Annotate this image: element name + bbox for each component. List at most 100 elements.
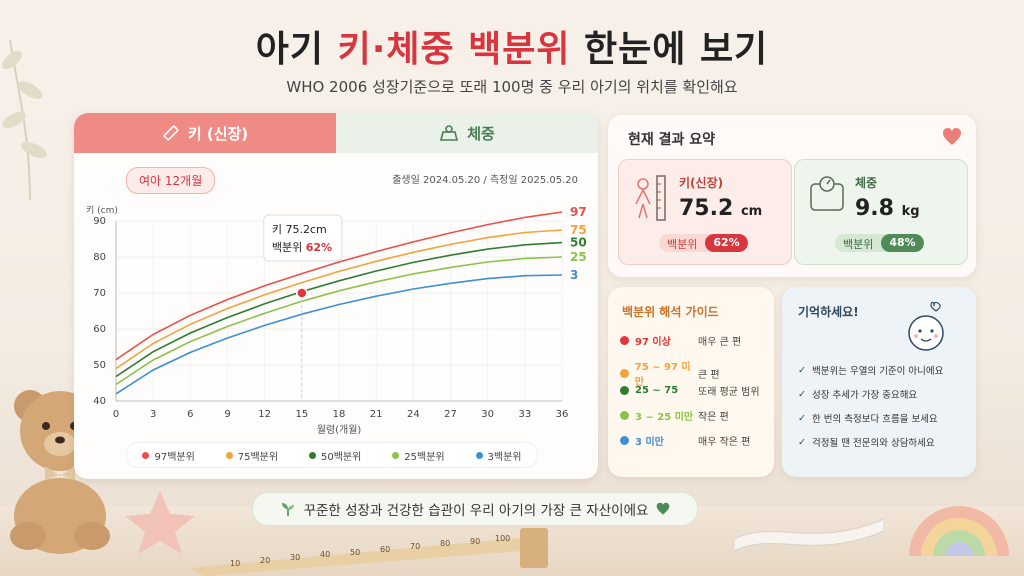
- ruler-tick: 70: [410, 542, 420, 551]
- guide-range: 3 미만: [620, 433, 698, 448]
- tab-label: 키 (신장): [187, 124, 249, 143]
- weight-result-box: 체중 9.8 kg 백분위 48%: [794, 159, 968, 265]
- x-axis-label: 월령(개월): [317, 424, 362, 436]
- remember-title: 기억하세요!: [798, 305, 859, 319]
- y-axis-label: 키 (cm): [86, 205, 118, 216]
- summary-title: 현재 결과 요약: [628, 132, 716, 148]
- tab-label: 체중: [467, 124, 495, 143]
- legend-dot: [309, 451, 316, 459]
- y-tick-label: 80: [93, 252, 106, 263]
- scale-icon: [440, 125, 459, 141]
- guide-dot: [620, 336, 629, 345]
- guide-title: 백분위 해석 가이드: [622, 305, 719, 319]
- scale-icon: [810, 176, 844, 211]
- guide-row: 97 이상 매우 큰 편: [620, 333, 741, 348]
- remember-text: 걱정될 땐 전문의와 상담하세요: [811, 438, 935, 449]
- x-tick-label: 27: [444, 409, 457, 420]
- guide-row: 3 ~ 25 미만 작은 편: [620, 408, 729, 423]
- x-tick-label: 30: [481, 409, 494, 420]
- remember-text: 백분위는 우열의 기준이 아니에요: [811, 366, 944, 377]
- legend-label: 97백분위: [154, 451, 195, 463]
- ruler-tick: 10: [230, 559, 240, 568]
- series-end-label: 97: [570, 205, 587, 219]
- tooltip-height: 키 75.2cm: [272, 223, 327, 236]
- guide-dot: [620, 436, 629, 445]
- weight-value: 9.8 kg: [855, 196, 920, 221]
- guide-description: 작은 편: [698, 412, 729, 423]
- ruler-tick: 60: [380, 545, 390, 554]
- check-icon: ✓: [798, 436, 806, 448]
- series-line-75: [115, 229, 563, 370]
- check-icon: ✓: [798, 412, 806, 424]
- measure-dates: 출생일 2024.05.20 / 측정일 2025.05.20: [392, 175, 578, 186]
- bottom-banner: 꾸준한 성장과 건강한 습관이 우리 아기의 가장 큰 자산이에요: [252, 492, 698, 526]
- metric-tabs: 키 (신장) 체중: [74, 113, 598, 153]
- guide-range: 97 이상: [620, 333, 698, 348]
- legend-dot: [392, 451, 400, 459]
- legend-item: 75백분위: [225, 448, 279, 463]
- legend-item: 50백분위: [309, 448, 361, 463]
- tooltip-percentile: 백분위 62%: [272, 241, 332, 254]
- percentile-guide-card: 백분위 해석 가이드 97 이상 매우 큰 편 75 ~ 97 미만 큰 편 25 ~ …: [608, 287, 774, 477]
- guide-range: 75 ~ 97 미만: [620, 358, 698, 388]
- page-subtitle: WHO 2006 성장기준으로 또래 100명 중 우리 아기의 위치를 확인해…: [286, 78, 738, 96]
- legend-dot: [225, 451, 233, 459]
- legend-item: 3백분위: [475, 448, 522, 463]
- guide-description: 매우 작은 편: [698, 437, 751, 448]
- tab-weight[interactable]: 체중: [336, 113, 598, 153]
- guide-dot: [620, 411, 629, 420]
- y-tick-label: 40: [93, 396, 106, 407]
- remember-item: ✓ 백분위는 우열의 기준이 아니에요: [798, 363, 944, 378]
- y-tick-label: 50: [93, 360, 106, 371]
- star-toy-decoration: [125, 491, 195, 554]
- green-heart-icon: [657, 502, 670, 515]
- x-tick-label: 9: [224, 409, 230, 420]
- guide-description: 매우 큰 편: [698, 337, 742, 348]
- series-end-label: 75: [570, 223, 587, 237]
- baby-face-icon: [908, 301, 944, 351]
- legend-label: 75백분위: [237, 451, 279, 463]
- series-line-50: [115, 241, 563, 378]
- guide-description: 큰 편: [698, 369, 720, 381]
- x-tick-label: 18: [333, 409, 346, 420]
- guide-row: 3 미만 매우 작은 편: [620, 433, 750, 448]
- page-title: 아기 키·체중 백분위 한눈에 보기: [255, 29, 769, 70]
- legend-item: 25백분위: [392, 448, 445, 463]
- remember-item: ✓ 성장 추세가 가장 중요해요: [798, 387, 917, 402]
- x-tick-label: 3: [150, 409, 156, 420]
- growth-chart-card: 키 (신장) 체중 여아 12개월 출생일 2024.05.20 / 측정일 2…: [74, 113, 598, 479]
- legend-item: 97백분위: [142, 448, 195, 463]
- check-icon: ✓: [798, 388, 806, 400]
- legend-label: 3백분위: [487, 451, 522, 463]
- series-line-25: [115, 256, 563, 386]
- wooden-ruler-decoration: 10 20 30 40 50 60 70 80 90 100: [190, 528, 548, 576]
- x-tick-label: 6: [187, 409, 193, 420]
- ruler-tick: 20: [260, 556, 270, 565]
- heart-icon: [943, 128, 961, 145]
- y-tick-label: 90: [93, 216, 106, 227]
- guide-dot: [620, 368, 629, 378]
- tooltip-box: [263, 214, 343, 262]
- x-tick-label: 33: [518, 409, 531, 420]
- legend-dot: [142, 451, 150, 459]
- guide-row: 25 ~ 75 또래 평균 범위: [620, 383, 760, 398]
- current-point[interactable]: [296, 287, 308, 299]
- x-tick-label: 15: [295, 409, 308, 420]
- x-tick-label: 12: [258, 409, 271, 420]
- x-tick-label: 0: [113, 409, 119, 420]
- weight-percentile-pill: 백분위 48%: [835, 234, 924, 252]
- height-percentile-pill: 백분위 62%: [659, 234, 748, 252]
- point-tooltip: 키 75.2cm 백분위 62%: [263, 214, 343, 262]
- remember-text: 한 번의 측정보다 흐름을 보세요: [811, 414, 938, 425]
- series-line-3: [115, 274, 563, 395]
- tab-height[interactable]: 키 (신장): [74, 113, 336, 153]
- check-icon: ✓: [798, 364, 806, 376]
- age-badge: 여아 12개월: [126, 167, 216, 194]
- rainbow-toy-decoration: [909, 506, 1009, 556]
- ruler-tick: 90: [470, 537, 480, 546]
- banner-text: 꾸준한 성장과 건강한 습관이 우리 아기의 가장 큰 자산이에요: [303, 503, 649, 519]
- sprout-icon: [281, 503, 294, 516]
- x-tick-label: 21: [370, 409, 383, 420]
- chart-legend: 97백분위 75백분위 50백분위 25백분위 3백분위: [126, 442, 538, 468]
